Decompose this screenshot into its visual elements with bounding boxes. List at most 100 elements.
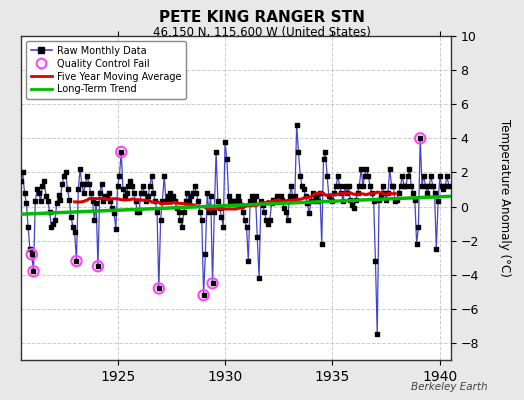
Point [239, 208, 247, 215]
Point [166, 190, 174, 196]
Point [119, 186, 127, 193]
Point [20, 190, 29, 196]
Point [423, 190, 432, 196]
Point [427, 173, 435, 179]
Point [65, 196, 73, 203]
Point [416, 135, 424, 142]
Point [253, 234, 261, 240]
Point [323, 173, 331, 179]
Point [104, 190, 113, 196]
Point [228, 198, 236, 205]
Point [49, 220, 58, 227]
Point [200, 292, 208, 298]
Point [321, 149, 330, 155]
Point [418, 183, 426, 189]
Point [305, 210, 313, 216]
Point [40, 178, 48, 184]
Point [144, 193, 152, 200]
Point [407, 183, 416, 189]
Point [103, 193, 111, 200]
Point [291, 193, 299, 200]
Point [209, 280, 217, 286]
Point [85, 181, 93, 188]
Point [187, 193, 195, 200]
Point [156, 217, 165, 223]
Point [67, 214, 75, 220]
Point [429, 183, 437, 189]
Point [224, 193, 233, 200]
Point [121, 193, 129, 200]
Point [162, 198, 170, 205]
Point [76, 166, 84, 172]
Point [110, 210, 118, 216]
Point [294, 149, 303, 155]
Y-axis label: Temperature Anomaly (°C): Temperature Anomaly (°C) [498, 119, 511, 277]
Point [219, 224, 227, 230]
Point [95, 190, 104, 196]
Point [81, 181, 90, 188]
Point [37, 198, 45, 205]
Point [273, 193, 281, 200]
Point [382, 196, 390, 203]
Point [373, 331, 381, 338]
Point [416, 135, 424, 142]
Point [169, 193, 177, 200]
Point [443, 173, 451, 179]
Point [432, 246, 441, 252]
Point [230, 198, 238, 205]
Point [292, 122, 301, 128]
Point [301, 193, 310, 200]
Point [29, 268, 38, 274]
Point [155, 285, 163, 292]
Point [275, 196, 283, 203]
Point [70, 229, 79, 235]
Point [330, 190, 339, 196]
Point [402, 183, 410, 189]
Point [89, 198, 97, 205]
Point [92, 200, 100, 206]
Point [300, 186, 308, 193]
Point [58, 181, 67, 188]
Point [337, 190, 346, 196]
Point [439, 186, 447, 193]
Point [244, 258, 253, 264]
Point [314, 198, 322, 205]
Point [101, 193, 110, 200]
Text: Berkeley Earth: Berkeley Earth [411, 382, 487, 392]
Point [434, 198, 442, 205]
Point [310, 198, 319, 205]
Point [249, 198, 258, 205]
Point [400, 183, 408, 189]
Point [61, 169, 70, 176]
Point [226, 198, 235, 205]
Point [361, 173, 369, 179]
Point [334, 173, 342, 179]
Point [425, 183, 433, 189]
Point [233, 193, 242, 200]
Point [18, 169, 27, 176]
Point [72, 258, 81, 264]
Point [185, 198, 193, 205]
Point [396, 183, 405, 189]
Point [430, 190, 439, 196]
Point [24, 224, 32, 230]
Point [147, 173, 156, 179]
Point [271, 196, 279, 203]
Point [140, 190, 149, 196]
Point [241, 217, 249, 223]
Point [74, 186, 82, 193]
Point [289, 196, 297, 203]
Point [266, 217, 274, 223]
Point [29, 268, 38, 274]
Point [124, 183, 133, 189]
Point [395, 190, 403, 196]
Point [60, 173, 68, 179]
Point [46, 208, 54, 215]
Point [78, 181, 86, 188]
Point [117, 149, 125, 155]
Point [212, 149, 220, 155]
Point [47, 224, 56, 230]
Point [312, 193, 321, 200]
Point [246, 198, 254, 205]
Point [389, 183, 398, 189]
